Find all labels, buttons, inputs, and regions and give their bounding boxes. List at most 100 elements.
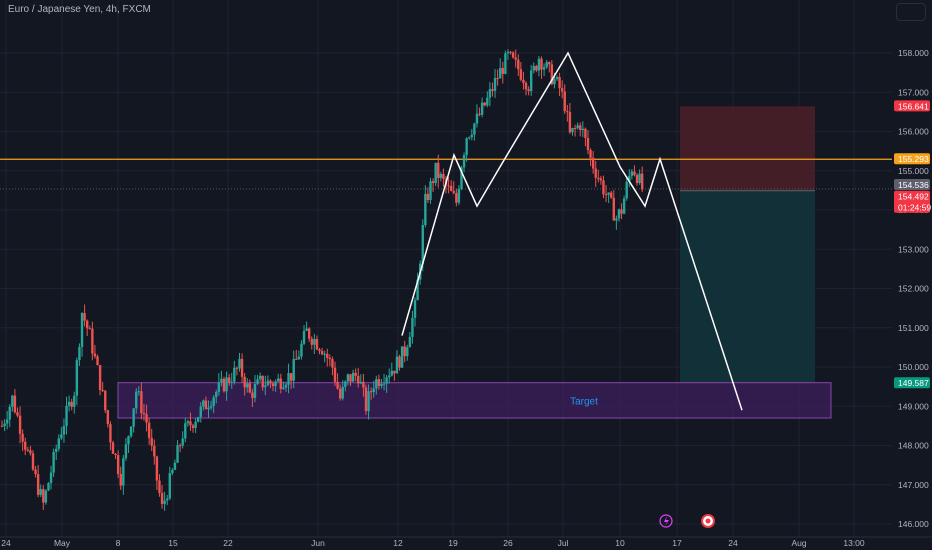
candle-body	[594, 168, 597, 178]
candle-body	[215, 391, 218, 398]
candle-body	[496, 77, 499, 79]
candle-body	[630, 171, 634, 176]
candle-body	[155, 456, 159, 481]
price-tick-label: 150.000	[898, 362, 929, 372]
price-tick-label: 155.000	[898, 166, 929, 176]
candle-body	[367, 391, 370, 412]
candle-body	[85, 320, 89, 329]
pattern-line[interactable]	[401, 51, 743, 411]
candle-body	[282, 387, 285, 389]
candle-body	[449, 185, 453, 192]
candle-body	[235, 367, 239, 369]
candle-body	[122, 458, 125, 486]
candle-body	[55, 448, 58, 452]
candle-body	[202, 400, 205, 407]
candle-body	[560, 88, 564, 92]
candle-body	[0, 425, 4, 427]
candle-body	[104, 390, 107, 411]
candle-body	[142, 412, 146, 415]
candle-body	[599, 178, 603, 181]
candle-body	[78, 346, 81, 361]
candle-body	[150, 437, 153, 446]
candle-body	[486, 97, 489, 106]
candle-body	[491, 89, 494, 91]
chart-settings-button[interactable]	[896, 3, 926, 21]
candle-body	[540, 58, 543, 70]
candle-body	[566, 111, 569, 113]
economic-event-icon[interactable]	[701, 514, 715, 528]
candle-body	[289, 373, 293, 381]
candle-body	[331, 359, 334, 368]
time-tick-label: Aug	[791, 538, 806, 548]
target-zone[interactable]	[117, 382, 832, 419]
candle-body	[313, 338, 316, 345]
candle-body	[633, 171, 636, 176]
candle-body	[542, 67, 546, 70]
candlestick-series	[0, 49, 644, 511]
candle-body	[581, 128, 585, 131]
candle-body	[620, 209, 623, 214]
candle-body	[375, 379, 378, 389]
candle-body	[434, 162, 437, 184]
candle-body	[625, 181, 628, 199]
candle-body	[460, 167, 463, 189]
candle-body	[209, 406, 213, 408]
candle-body	[222, 378, 226, 392]
candle-body	[292, 358, 295, 381]
candle-body	[124, 444, 128, 459]
candle-body	[36, 474, 40, 495]
candle-body	[75, 360, 79, 396]
candle-body	[573, 127, 577, 129]
candle-body	[400, 346, 404, 368]
candle-body	[568, 112, 572, 133]
candle-body	[411, 317, 414, 337]
candle-body	[42, 489, 45, 503]
lightning-event-icon[interactable]	[659, 514, 673, 528]
candle-body	[344, 381, 347, 387]
candle-body	[447, 185, 450, 187]
candle-body	[225, 377, 228, 392]
candle-body	[49, 472, 53, 484]
candle-body	[457, 188, 461, 203]
price-tick-label: 156.000	[898, 127, 929, 137]
candle-body	[597, 177, 600, 179]
time-axis[interactable]: 24 May 8 15 22 Jun 12 19 26 Jul 10 17 24 Aug 13:00	[0, 536, 932, 548]
candle-body	[442, 174, 445, 179]
candle-body	[111, 442, 115, 454]
drawing-zones: Target	[0, 106, 892, 419]
candle-body	[70, 401, 73, 407]
price-label-text: 154.492	[898, 192, 929, 202]
candle-body	[506, 51, 510, 54]
candle-body	[8, 406, 11, 420]
candle-body	[604, 194, 608, 196]
candle-body	[390, 370, 393, 376]
candle-body	[416, 279, 419, 301]
candle-body	[145, 414, 148, 423]
candle-body	[93, 353, 97, 357]
candle-body	[586, 137, 590, 151]
time-tick-label: May	[54, 538, 71, 548]
take-profit-zone[interactable]	[680, 190, 815, 384]
candle-body	[351, 372, 355, 382]
candle-body	[212, 397, 215, 407]
candle-body	[21, 433, 24, 442]
candle-body	[470, 134, 474, 138]
candle-body	[426, 193, 430, 201]
candle-body	[589, 150, 592, 158]
candle-body	[341, 386, 344, 399]
candle-body	[359, 381, 363, 384]
price-axis[interactable]: 158.000157.000156.000155.000154.000153.0…	[892, 0, 932, 550]
candle-body	[101, 390, 104, 392]
candle-body	[380, 384, 383, 386]
candle-body	[579, 125, 582, 131]
candle-body	[39, 489, 42, 495]
candle-body	[537, 58, 541, 71]
candle-body	[274, 381, 277, 387]
price-label-text: 154.536	[898, 180, 929, 190]
price-tick-label: 149.000	[898, 401, 929, 411]
candle-body	[65, 405, 68, 427]
stop-loss-zone[interactable]	[680, 106, 815, 191]
candle-body	[52, 451, 55, 473]
candle-body	[617, 209, 621, 219]
